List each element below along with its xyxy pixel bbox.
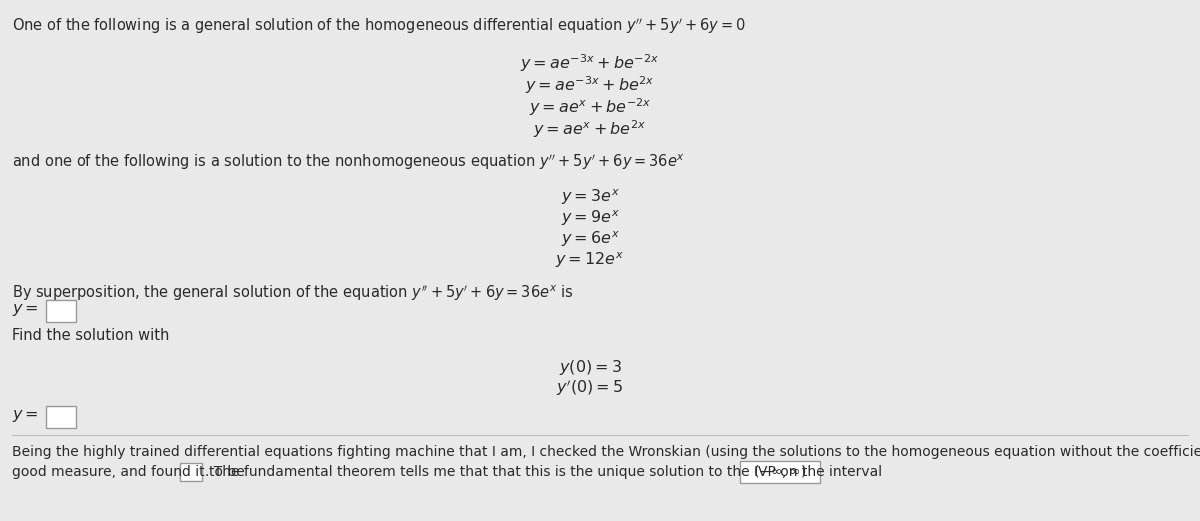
Text: good measure, and found it to be: good measure, and found it to be (12, 465, 245, 479)
Text: $y = 6e^{x}$: $y = 6e^{x}$ (560, 229, 619, 249)
Bar (180, 463, 202, 481)
Text: $y = ae^{-3x} + be^{-2x}$: $y = ae^{-3x} + be^{-2x}$ (521, 52, 660, 73)
Text: $y = ae^{x} + be^{-2x}$: $y = ae^{x} + be^{-2x}$ (529, 96, 652, 118)
Text: $y = ae^{x} + be^{2x}$: $y = ae^{x} + be^{2x}$ (534, 118, 647, 140)
Text: $y = 9e^{x}$: $y = 9e^{x}$ (560, 208, 619, 228)
Text: $y = 12e^{x}$: $y = 12e^{x}$ (556, 250, 624, 269)
Bar (46, 300, 76, 322)
Text: $y = ae^{-3x} + be^{2x}$: $y = ae^{-3x} + be^{2x}$ (526, 74, 655, 96)
Text: $(-\infty, \infty)$: $(-\infty, \infty)$ (754, 464, 806, 480)
Text: $y = 3e^{x}$: $y = 3e^{x}$ (560, 187, 619, 207)
Text: $y =$: $y =$ (12, 302, 38, 318)
Text: Being the highly trained differential equations fighting machine that I am, I ch: Being the highly trained differential eq… (12, 445, 1200, 459)
Text: $y =$: $y =$ (12, 408, 38, 424)
Bar (46, 406, 76, 428)
Text: Find the solution with: Find the solution with (12, 328, 169, 343)
Text: By superposition, the general solution of the equation $y^{\prime\prime} + 5y^{\: By superposition, the general solution o… (12, 283, 574, 303)
Text: $y^{\prime}(0) = 5$: $y^{\prime}(0) = 5$ (557, 378, 624, 398)
Bar (740, 461, 820, 483)
Text: $y(0) = 3$: $y(0) = 3$ (558, 358, 622, 377)
Text: One of the following is a general solution of the homogeneous differential equat: One of the following is a general soluti… (12, 16, 746, 35)
Text: and one of the following is a solution to the nonhomogeneous equation $y^{\prime: and one of the following is a solution t… (12, 152, 685, 171)
Text: . The fundamental theorem tells me that that this is the unique solution to the : . The fundamental theorem tells me that … (205, 465, 882, 479)
